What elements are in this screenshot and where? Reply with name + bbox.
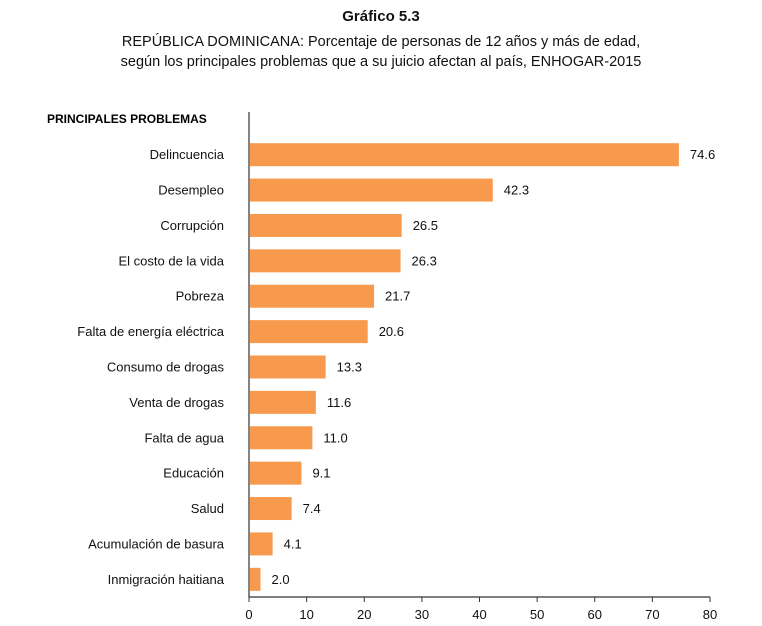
bar-11 bbox=[250, 497, 292, 521]
category-label-1: Delincuencia bbox=[150, 147, 225, 162]
category-label-13: Inmigración haitiana bbox=[108, 572, 225, 587]
value-label-11: 7.4 bbox=[303, 501, 321, 516]
value-label-2: 42.3 bbox=[504, 183, 529, 198]
subtitle-line-1: REPÚBLICA DOMINICANA: Porcentaje de pers… bbox=[121, 34, 641, 50]
x-tick-label-50: 50 bbox=[530, 607, 544, 622]
x-tick-label-0: 0 bbox=[245, 607, 252, 622]
category-label-4: El costo de la vida bbox=[118, 253, 224, 268]
chart-subtitle: REPÚBLICA DOMINICANA: Porcentaje de pers… bbox=[40, 32, 722, 72]
value-label-3: 26.5 bbox=[413, 218, 438, 233]
value-label-10: 9.1 bbox=[312, 466, 330, 481]
value-label-5: 21.7 bbox=[385, 289, 410, 304]
value-label-13: 2.0 bbox=[272, 572, 290, 587]
bar-6 bbox=[250, 320, 368, 344]
category-labels: Delincuencia Desempleo Corrupción El costo … bbox=[77, 147, 224, 587]
category-label-10: Educación bbox=[163, 466, 224, 481]
category-label-6: Falta de energía eléctrica bbox=[77, 324, 224, 339]
value-labels: 74.6 42.3 26.5 26.3 21.7 20.6 13.3 11.6 11.0 9.1 7… bbox=[272, 147, 716, 587]
bar-5 bbox=[250, 284, 375, 308]
category-label-11: Salud bbox=[191, 501, 224, 516]
bar-13 bbox=[250, 567, 261, 591]
bar-10 bbox=[250, 461, 302, 485]
bar-4 bbox=[250, 249, 401, 273]
axes bbox=[248, 112, 711, 602]
category-label-8: Venta de drogas bbox=[129, 395, 224, 410]
bar-9 bbox=[250, 426, 313, 450]
x-tick-label-80: 80 bbox=[703, 607, 717, 622]
chart-title: Gráfico 5.3 bbox=[342, 8, 420, 25]
category-label-2: Desempleo bbox=[158, 183, 224, 198]
x-tick-labels: 0 10 20 30 40 50 60 70 80 bbox=[245, 607, 717, 622]
bars-group bbox=[250, 143, 679, 591]
subtitle-line-2: según los principales problemas que a su… bbox=[120, 54, 642, 70]
value-label-4: 26.3 bbox=[412, 253, 437, 268]
category-label-12: Acumulación de basura bbox=[88, 536, 225, 551]
value-label-12: 4.1 bbox=[284, 536, 302, 551]
value-label-7: 13.3 bbox=[337, 360, 362, 375]
bar-7 bbox=[250, 355, 326, 379]
bar-3 bbox=[250, 213, 402, 237]
x-tick-label-30: 30 bbox=[415, 607, 429, 622]
category-label-3: Corrupción bbox=[160, 218, 224, 233]
x-tick-label-10: 10 bbox=[299, 607, 313, 622]
x-tick-label-20: 20 bbox=[357, 607, 371, 622]
x-tick-label-70: 70 bbox=[645, 607, 659, 622]
bar-12 bbox=[250, 532, 273, 556]
value-label-1: 74.6 bbox=[690, 147, 715, 162]
value-label-8: 11.6 bbox=[327, 395, 351, 410]
category-label-7: Consumo de drogas bbox=[107, 360, 225, 375]
bar-1 bbox=[250, 143, 679, 167]
bar-2 bbox=[250, 178, 493, 202]
value-label-6: 20.6 bbox=[379, 324, 404, 339]
x-tick-label-60: 60 bbox=[588, 607, 602, 622]
bar-8 bbox=[250, 390, 316, 414]
value-label-9: 11.0 bbox=[323, 430, 347, 445]
category-label-5: Pobreza bbox=[176, 289, 225, 304]
category-label-9: Falta de agua bbox=[144, 430, 224, 445]
x-tick-label-40: 40 bbox=[472, 607, 486, 622]
category-header: PRINCIPALES PROBLEMAS bbox=[47, 112, 207, 126]
